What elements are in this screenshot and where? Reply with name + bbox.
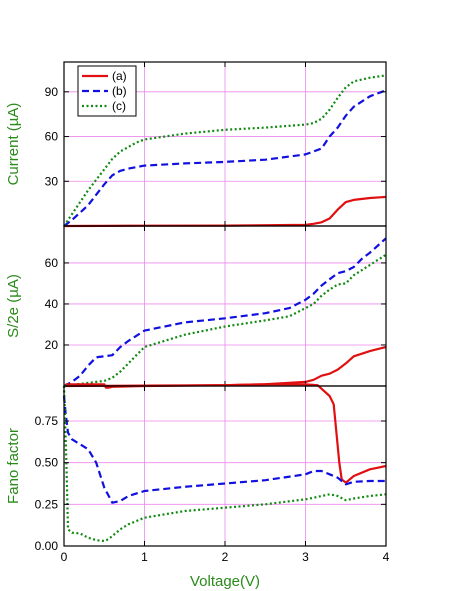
- series-line-c: [62, 385, 387, 543]
- y-tick-label: 0.00: [35, 539, 59, 553]
- y-tick-label: 0.25: [35, 497, 59, 511]
- y-axis-title: S/2e (µA): [5, 274, 22, 338]
- y-tick-label: 30: [45, 174, 59, 188]
- x-axis-title: Voltage(V): [190, 573, 260, 590]
- x-tick-label: 0: [61, 550, 68, 564]
- series-line-a: [65, 383, 387, 484]
- y-axis-title: Current (µA): [5, 103, 22, 186]
- x-tick-label: 1: [141, 550, 148, 564]
- y-tick-label: 20: [45, 338, 59, 352]
- y-axis-title: Fano factor: [5, 428, 22, 504]
- x-tick-label: 3: [302, 550, 309, 564]
- legend: (a)(b)(c): [77, 65, 137, 117]
- y-tick-label: 60: [45, 130, 59, 144]
- y-tick-label: 0.50: [35, 456, 59, 470]
- series-line-b: [62, 395, 386, 504]
- y-tick-label: 90: [45, 85, 59, 99]
- legend-label-c: (c): [112, 99, 126, 113]
- panel-1: 30 60 90 Current (µA) (a)(b)(c): [5, 61, 387, 228]
- legend-label-b: (b): [112, 84, 127, 98]
- series-line-c: [63, 253, 387, 388]
- panel-2: 20 40 60 S/2e (µA): [5, 225, 387, 388]
- y-tick-label: 0.75: [35, 414, 59, 428]
- panel-3: 0.00 0.25 0.50 0.75 0 1 2 3 4 Fano factor Voltage(…: [5, 383, 390, 590]
- series-line-b: [63, 89, 387, 227]
- y-tick-label: 40: [45, 297, 59, 311]
- y-tick-label: 60: [45, 256, 59, 270]
- x-tick-label: 2: [222, 550, 229, 564]
- series-line-b: [63, 237, 387, 387]
- x-tick-label: 4: [383, 550, 390, 564]
- legend-label-a: (a): [112, 69, 127, 83]
